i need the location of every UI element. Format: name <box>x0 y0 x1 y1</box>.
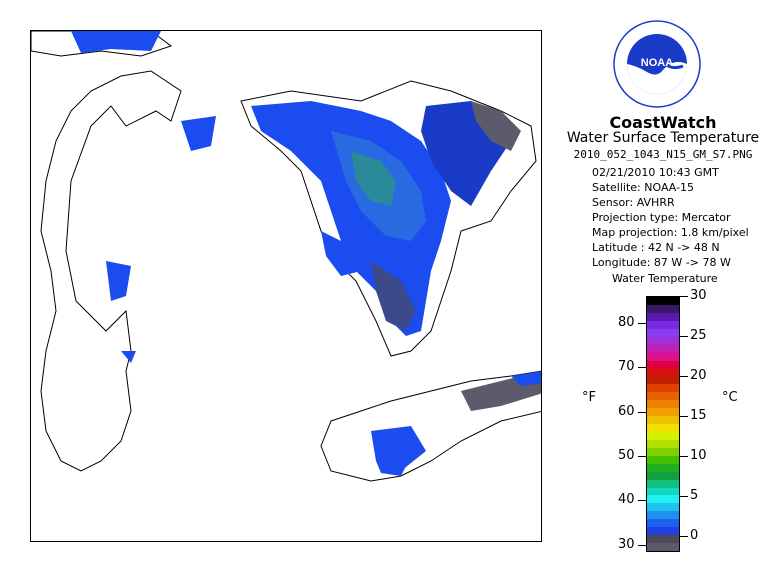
fahrenheit-tick-mark <box>638 322 646 324</box>
colorbar-segment <box>647 424 679 432</box>
fahrenheit-tick-mark <box>638 544 646 546</box>
lake-huron-outline <box>240 80 537 357</box>
meta-latitude: Latitude : 42 N -> 48 N <box>592 241 720 254</box>
colorbar-segment <box>647 503 679 512</box>
colorbar-segment <box>647 527 679 536</box>
colorbar-segment <box>647 352 679 361</box>
celsius-tick-label: 20 <box>690 368 707 383</box>
colorbar-segment <box>647 336 679 345</box>
colorbar-segment <box>647 304 679 313</box>
meta-sensor: Sensor: AVHRR <box>592 196 675 209</box>
fahrenheit-tick-mark <box>638 500 646 502</box>
fahrenheit-tick-mark <box>638 411 646 413</box>
meta-longitude: Longitude: 87 W -> 78 W <box>592 256 731 269</box>
map-canvas <box>31 31 541 482</box>
fahrenheit-tick-label: 60 <box>618 403 635 419</box>
colorbar-segment <box>647 376 679 385</box>
colorbar-segment <box>647 344 679 353</box>
meta-map-projection: Map projection: 1.8 km/pixel <box>592 226 749 239</box>
lake-erie-outline <box>320 370 541 482</box>
colorbar-segment <box>647 543 679 551</box>
fahrenheit-tick-label: 80 <box>618 314 635 330</box>
colorbar-segment <box>647 360 679 369</box>
colorbar-segment <box>647 408 679 417</box>
celsius-tick-label: 30 <box>690 288 707 303</box>
unit-fahrenheit: °F <box>582 390 596 405</box>
colorbar-segment <box>647 392 679 401</box>
celsius-tick-mark <box>680 296 688 297</box>
fahrenheit-tick-mark <box>638 367 646 369</box>
svg-text:NOAA: NOAA <box>641 57 673 69</box>
map-panel <box>30 30 542 542</box>
colorbar-segment <box>647 455 679 464</box>
unit-celsius: °C <box>722 390 738 405</box>
celsius-tick-mark <box>680 376 688 377</box>
colorbar-segment <box>647 495 679 504</box>
colorbar-segment <box>647 312 679 321</box>
colorbar-segment <box>647 320 679 329</box>
lake-michigan-outline <box>40 70 182 472</box>
colorbar-segment <box>647 384 679 393</box>
colorbar-segment <box>647 471 679 480</box>
fahrenheit-tick-mark <box>638 456 646 457</box>
celsius-tick-mark <box>680 416 688 417</box>
celsius-tick-label: 5 <box>690 488 699 503</box>
celsius-tick-label: 25 <box>690 328 707 343</box>
colorbar-segment <box>647 431 679 440</box>
celsius-tick-mark <box>680 536 688 537</box>
colorbar-segment <box>647 487 679 496</box>
fahrenheit-tick-label: 40 <box>618 492 635 508</box>
fahrenheit-tick-label: 70 <box>618 359 635 375</box>
celsius-tick-label: 0 <box>690 528 699 543</box>
water-temperature-fills <box>71 31 541 476</box>
product-title: Water Surface Temperature <box>566 130 760 146</box>
colorbar-segment <box>647 439 679 448</box>
colorbar-segment <box>647 416 679 424</box>
fahrenheit-tick-label: 30 <box>618 536 635 552</box>
colorbar-segment <box>647 368 679 377</box>
colorbar-segment <box>647 511 679 520</box>
meta-projection-type: Projection type: Mercator <box>592 211 731 224</box>
noaa-logo-icon: NOAA <box>613 20 701 108</box>
colorbar-segment <box>647 297 679 305</box>
celsius-tick-mark <box>680 496 688 497</box>
fahrenheit-tick-label: 50 <box>618 448 635 463</box>
meta-datetime: 02/21/2010 10:43 GMT <box>592 166 719 179</box>
colorbar-segment <box>647 447 679 456</box>
celsius-tick-mark <box>680 336 688 337</box>
celsius-tick-label: 10 <box>690 448 707 463</box>
legend-title: Water Temperature <box>612 272 718 285</box>
meta-satellite: Satellite: NOAA-15 <box>592 181 695 194</box>
colorbar <box>646 296 680 552</box>
celsius-tick-label: 15 <box>690 408 707 423</box>
colorbar-segment <box>647 400 679 409</box>
colorbar-segment <box>647 463 679 472</box>
brand-title: CoastWatch <box>609 113 717 132</box>
celsius-tick-mark <box>680 456 688 457</box>
colorbar-segment <box>647 535 679 544</box>
colorbar-segment <box>647 328 679 337</box>
colorbar-segment <box>647 479 679 488</box>
colorbar-segment <box>647 519 679 528</box>
file-name: 2010_052_1043_N15_GM_S7.PNG <box>573 148 753 161</box>
